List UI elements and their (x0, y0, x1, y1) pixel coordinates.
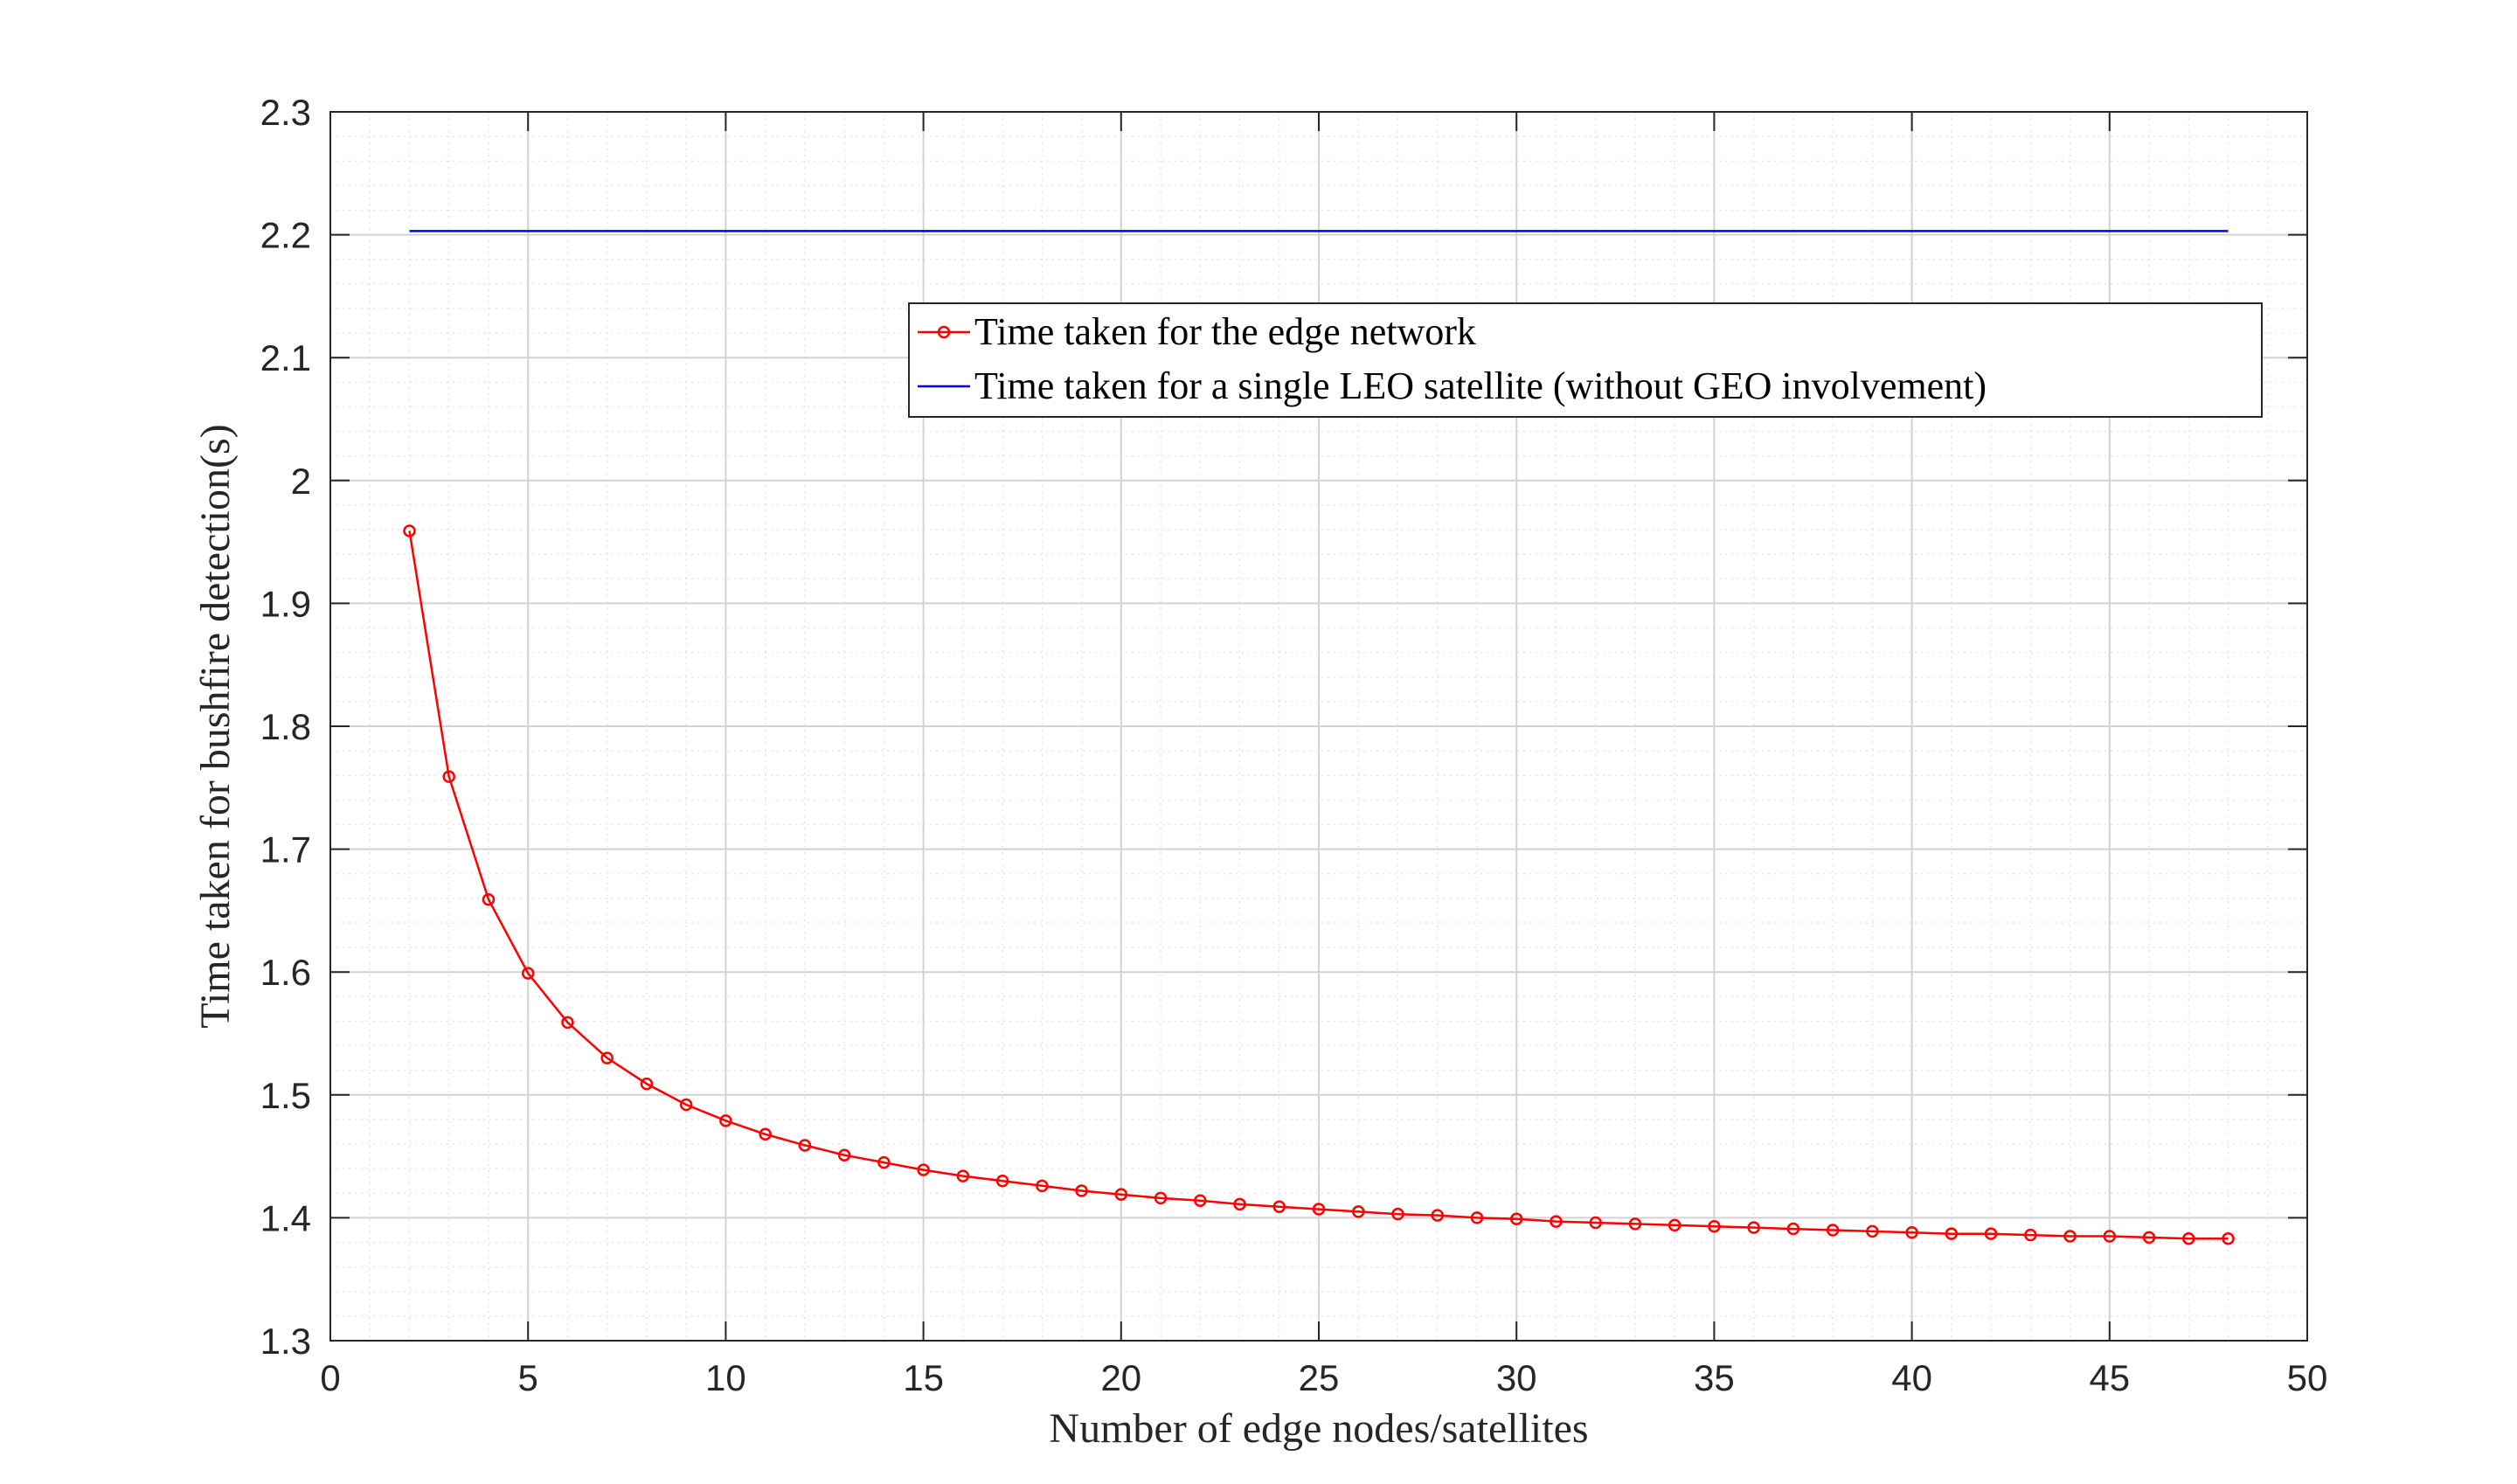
data-point (403, 524, 416, 537)
data-point (442, 770, 455, 783)
data-point (1351, 1205, 1365, 1218)
data-point (1312, 1203, 1326, 1216)
data-point (1866, 1224, 1879, 1238)
data-point (995, 1174, 1009, 1188)
y-tick-label: 2.2 (260, 215, 311, 256)
x-tick-label: 35 (1694, 1357, 1735, 1398)
series-layer (403, 230, 2235, 1245)
data-point (1470, 1211, 1484, 1224)
data-point (600, 1051, 614, 1064)
data-point (1075, 1184, 1088, 1197)
data-point (956, 1169, 970, 1182)
data-point (1550, 1215, 1563, 1228)
data-point (1905, 1226, 1918, 1239)
y-tick-label: 1.4 (260, 1197, 311, 1238)
x-tick-label: 20 (1100, 1357, 1141, 1398)
data-point (2063, 1230, 2077, 1243)
data-point (1747, 1221, 1760, 1234)
data-point (798, 1139, 812, 1152)
data-point (1589, 1216, 1602, 1230)
data-point (1786, 1222, 1800, 1236)
series-line-0 (408, 530, 2229, 1240)
x-tick-label: 50 (2287, 1357, 2328, 1398)
x-tick-label: 30 (1496, 1357, 1537, 1398)
data-point (759, 1127, 772, 1141)
data-point (2024, 1228, 2037, 1242)
data-point (561, 1016, 574, 1030)
y-tick-label: 1.8 (260, 706, 311, 747)
y-tick-label: 1.7 (260, 829, 311, 870)
data-point (1272, 1200, 1286, 1213)
data-point (1036, 1179, 1049, 1193)
data-point (1114, 1188, 1128, 1201)
x-tick-label: 10 (705, 1357, 746, 1398)
y-axis-label: Time taken for bushfire detection(s) (192, 424, 239, 1028)
x-tick-label: 40 (1891, 1357, 1932, 1398)
data-point (1708, 1219, 1721, 1233)
data-point (1154, 1191, 1168, 1205)
data-point (1668, 1218, 1681, 1232)
data-point (917, 1163, 930, 1176)
data-point (877, 1155, 891, 1169)
x-tick-label: 45 (2089, 1357, 2130, 1398)
x-tick-labels: 0 5 10 15 20 25 30 35 40 45 50 (320, 1357, 2327, 1398)
data-point (2142, 1231, 2156, 1245)
legend-box (908, 302, 2263, 418)
data-point (1233, 1197, 1246, 1211)
legend-marker-edge-network (937, 325, 951, 339)
x-tick-label: 0 (320, 1357, 340, 1398)
legend-label-edge-network: Time taken for the edge network (974, 310, 1476, 353)
data-point (679, 1098, 693, 1112)
legend: Time taken for the edge network Time tak… (908, 302, 2263, 418)
data-point (2222, 1232, 2235, 1245)
data-point (640, 1077, 654, 1091)
data-point (1391, 1207, 1404, 1221)
data-point (1628, 1217, 1642, 1231)
y-tick-label: 2.1 (260, 337, 311, 378)
data-point (2103, 1230, 2117, 1243)
y-tick-label: 1.5 (260, 1075, 311, 1116)
y-tick-label: 1.9 (260, 583, 311, 624)
axis-ticks (329, 111, 2308, 1342)
data-point (1945, 1227, 1959, 1240)
x-tick-label: 15 (903, 1357, 944, 1398)
data-point (482, 892, 496, 906)
data-point (2182, 1232, 2195, 1245)
data-point (1431, 1209, 1444, 1222)
x-axis-label: Number of edge nodes/satellites (1049, 1405, 1588, 1452)
x-tick-label: 5 (518, 1357, 538, 1398)
data-point (719, 1114, 732, 1127)
x-tick-label: 25 (1299, 1357, 1340, 1398)
data-point (837, 1148, 851, 1162)
y-tick-labels: 1.3 1.4 1.5 1.6 1.7 1.8 1.9 2 2.1 2.2 2.3 (260, 92, 311, 1362)
data-point (521, 967, 535, 980)
data-point (1194, 1194, 1207, 1207)
y-tick-label: 2 (291, 461, 311, 502)
y-tick-label: 2.3 (260, 92, 311, 133)
data-point (1826, 1224, 1840, 1237)
y-tick-label: 1.3 (260, 1321, 311, 1362)
data-point (1984, 1227, 1998, 1240)
legend-label-single-leo: Time taken for a single LEO satellite (w… (974, 364, 1987, 407)
y-tick-label: 1.6 (260, 952, 311, 993)
data-point (1509, 1212, 1523, 1226)
